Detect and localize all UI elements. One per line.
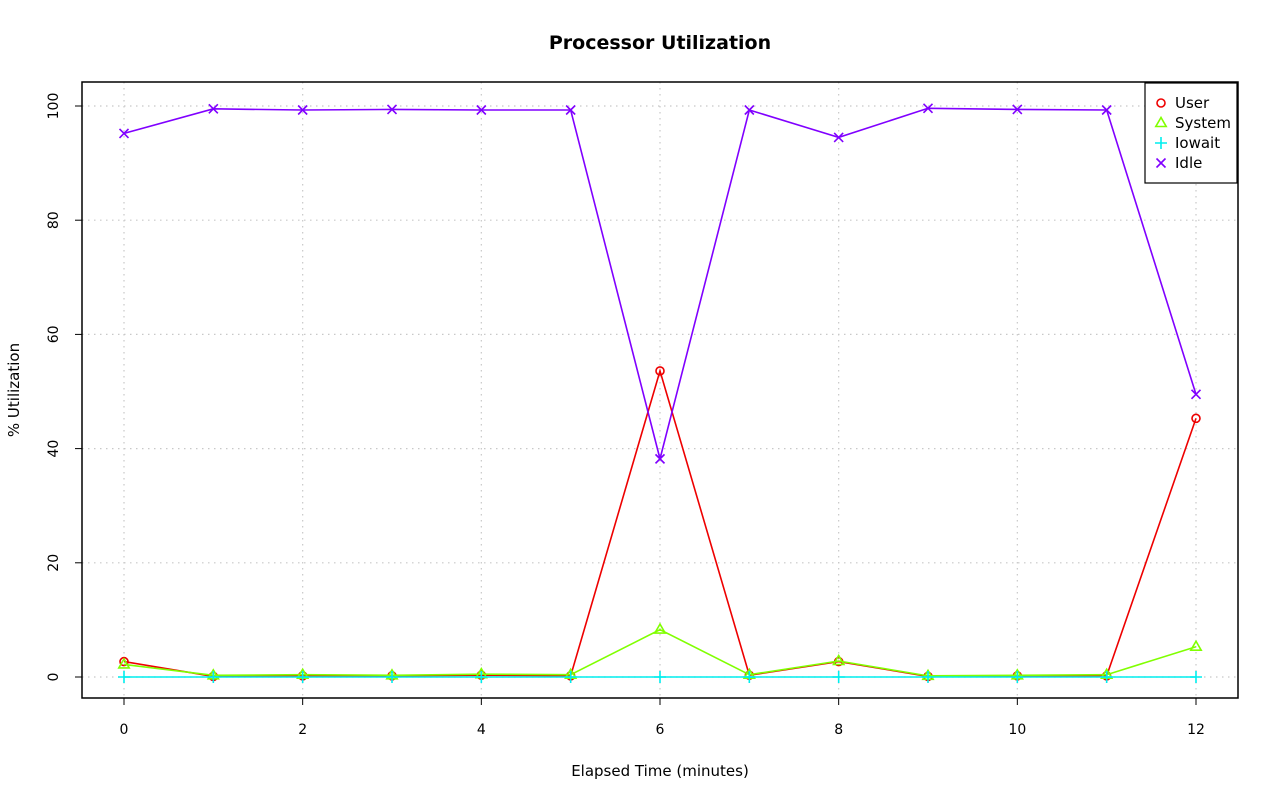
plot-border	[81, 81, 1239, 699]
data-point-user	[1191, 413, 1201, 424]
data-point-idle	[1012, 104, 1023, 115]
data-point-iowait	[386, 671, 398, 683]
grid-layer	[82, 82, 1238, 698]
data-point-iowait	[1100, 671, 1113, 683]
x-tick-label: 4	[477, 722, 486, 738]
data-point-iowait	[296, 671, 309, 683]
y-tick-label: 0	[46, 673, 62, 682]
legend-label-system: System	[1175, 114, 1231, 132]
data-point-idle	[476, 104, 487, 116]
data-point-iowait	[654, 671, 666, 683]
data-point-iowait	[743, 671, 756, 683]
series-iowait	[118, 671, 1202, 683]
series-layer	[117, 103, 1203, 683]
x-tick-label: 8	[834, 722, 843, 738]
y-tick-label: 100	[46, 93, 62, 120]
data-point-system	[653, 622, 667, 634]
data-point-iowait	[475, 671, 488, 683]
data-point-idle	[208, 103, 219, 114]
data-point-iowait	[207, 671, 220, 683]
legend: User System Iowait Idle	[1144, 82, 1238, 184]
data-point-idle	[1190, 389, 1202, 400]
x-tick-label: 10	[1008, 722, 1026, 738]
data-point-idle	[565, 104, 576, 116]
legend-marker-system	[1154, 115, 1168, 128]
series-line-user	[123, 368, 1197, 678]
legend-marker-idle	[1155, 157, 1167, 169]
legend-label-user: User	[1175, 94, 1210, 112]
data-point-user	[655, 366, 665, 376]
y-axis-label: % Utilization	[5, 343, 23, 437]
y-tick-label: 20	[46, 554, 62, 572]
data-point-iowait	[1011, 671, 1024, 683]
x-axis-label: Elapsed Time (minutes)	[571, 762, 749, 780]
data-point-idle	[386, 104, 398, 115]
legend-marker-iowait	[1155, 137, 1167, 149]
data-point-system	[1189, 639, 1203, 652]
y-tick-label: 80	[46, 211, 62, 229]
data-point-iowait	[922, 671, 934, 683]
data-point-idle	[1101, 104, 1112, 116]
data-point-iowait	[564, 671, 577, 683]
series-idle	[118, 103, 1202, 464]
data-point-iowait	[832, 671, 845, 683]
x-tick-label: 6	[656, 722, 665, 738]
legend-label-idle: Idle	[1175, 154, 1202, 172]
chart-title: Processor Utilization	[549, 32, 771, 54]
x-tick-label: 12	[1187, 722, 1205, 738]
data-point-idle	[922, 103, 934, 114]
data-point-iowait	[1190, 671, 1202, 683]
x-tick-label: 0	[120, 722, 129, 738]
axis-layer: 0 2 4 6 8 10 12 0 20 40 60 80 100	[46, 93, 1205, 738]
data-point-idle	[118, 128, 130, 139]
data-point-idle	[744, 104, 755, 116]
data-point-iowait	[118, 671, 130, 683]
x-tick-label: 2	[298, 722, 307, 738]
y-tick-label: 40	[46, 440, 62, 458]
data-point-idle	[833, 132, 844, 143]
data-point-system	[832, 653, 846, 666]
legend-label-iowait: Iowait	[1175, 134, 1220, 152]
legend-marker-user	[1156, 98, 1166, 108]
data-point-idle	[297, 104, 308, 116]
data-point-system	[117, 657, 131, 669]
data-point-idle	[654, 453, 666, 464]
y-tick-label: 60	[46, 325, 62, 343]
